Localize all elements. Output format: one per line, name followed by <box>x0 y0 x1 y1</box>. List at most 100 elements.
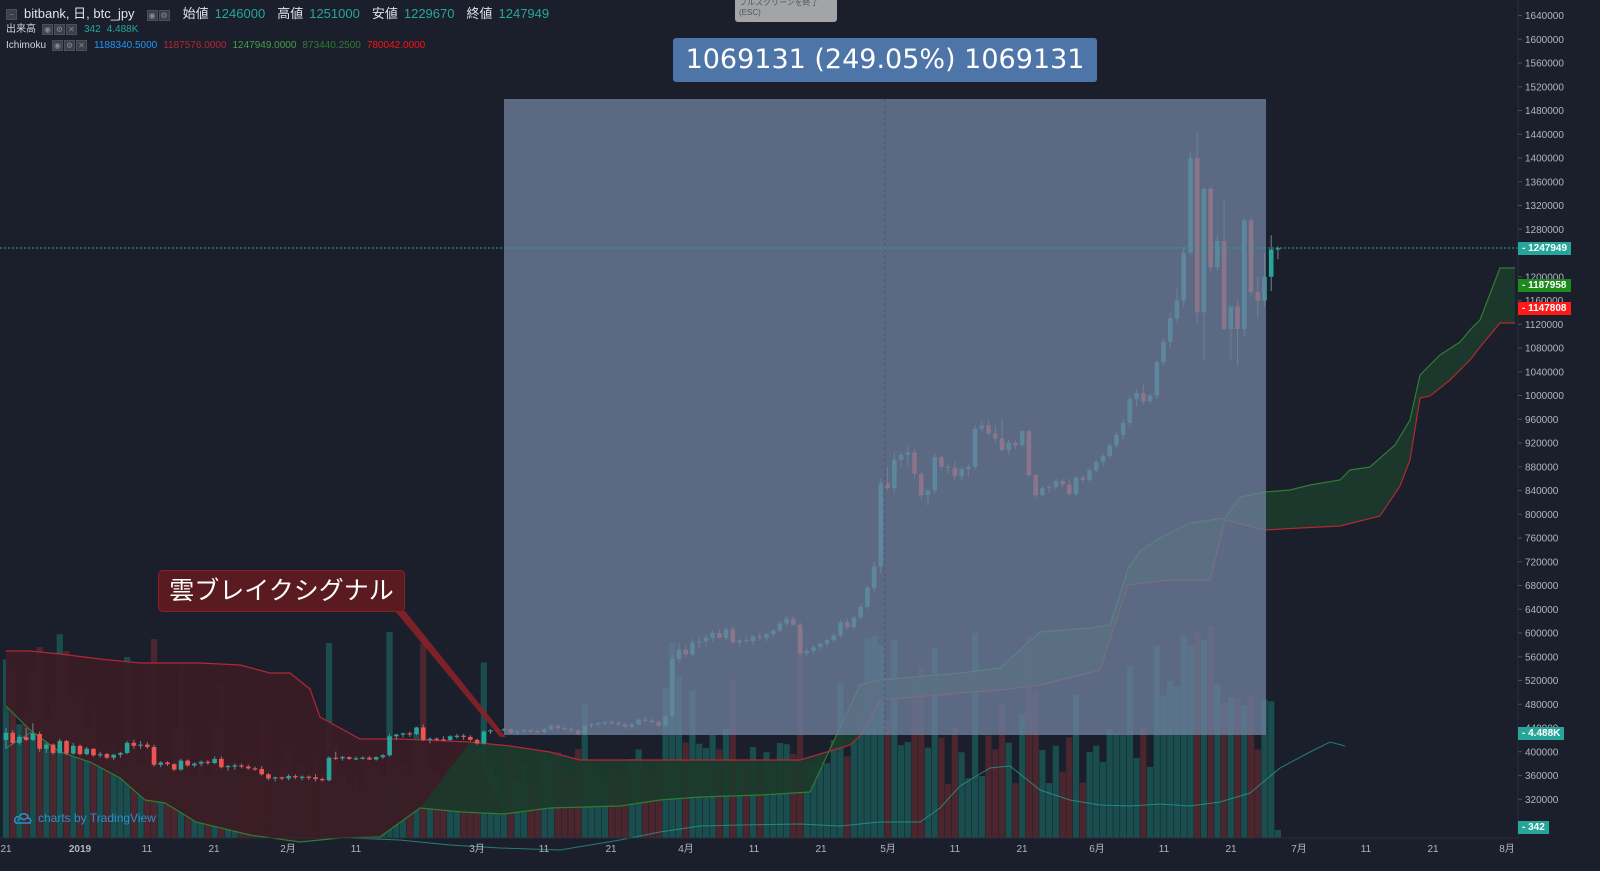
price-tick-label: 1040000 <box>1525 367 1564 378</box>
leading-span-b-value: 780042.0000 <box>366 40 426 51</box>
price-tick-label: 400000 <box>1525 747 1559 758</box>
time-tick-label: 11 <box>539 844 550 855</box>
tooltip-line2: (ESC) <box>739 8 761 17</box>
time-tick-label: 5月 <box>880 843 896 855</box>
gear-icon[interactable]: ⚙ <box>64 40 76 51</box>
chart-legend: − bitbank, 日, btc_jpy ◉ ⚙ 始値 1246000 高値 125… <box>6 6 549 54</box>
price-badge: - 1147808 <box>1518 301 1571 315</box>
price-tick-label: 640000 <box>1525 605 1559 616</box>
price-tick-label: 1480000 <box>1525 106 1564 117</box>
collapse-icon[interactable]: − <box>6 8 17 20</box>
open-label: 始値 <box>182 6 209 21</box>
ichimoku-label[interactable]: Ichimoku <box>6 40 47 51</box>
base-line-value: 1187576.0000 <box>163 40 227 51</box>
price-tick-label: 1280000 <box>1525 225 1564 236</box>
price-tick-label: 1120000 <box>1525 320 1564 331</box>
price-tick-label: 560000 <box>1525 652 1559 663</box>
close-icon[interactable]: ✕ <box>76 40 88 51</box>
price-badge: - 1187958 <box>1518 278 1571 292</box>
time-tick-label: 21 <box>605 844 617 855</box>
time-tick-label: 2019 <box>69 844 92 855</box>
tooltip-line1: フルスクリーンを終了 <box>739 0 819 7</box>
price-tick-label: 1560000 <box>1525 59 1564 70</box>
price-tick-label: 1000000 <box>1525 391 1564 402</box>
ichimoku-legend-row: Ichimoku ◉ ⚙ ✕ 1188340.5000 1187576.0000 1… <box>6 38 549 54</box>
close-label: 終値 <box>466 6 493 21</box>
time-tick-label: 11 <box>351 844 362 855</box>
gear-icon[interactable]: ⚙ <box>158 10 170 21</box>
price-tick-label: 360000 <box>1525 771 1559 782</box>
symbol-legend-row: − bitbank, 日, btc_jpy ◉ ⚙ 始値 1246000 高値 125… <box>6 6 549 22</box>
eye-icon[interactable]: ◉ <box>52 40 64 51</box>
time-tick-label: 3月 <box>469 843 485 855</box>
time-tick-label: 2月 <box>280 843 296 855</box>
time-tick-label: 11 <box>142 844 153 855</box>
time-tick-label: 21 <box>0 844 12 855</box>
price-badge: - 1247949 <box>1518 241 1572 255</box>
volume-legend-row: 出来高 ◉ ⚙ ✕ 342 4.488K <box>6 22 549 38</box>
time-tick-label: 11 <box>1159 844 1170 855</box>
time-tick-label: 6月 <box>1089 843 1105 855</box>
symbol-title[interactable]: bitbank, 日, btc_jpy <box>24 6 135 21</box>
price-tick-label: 1320000 <box>1525 201 1564 212</box>
price-tick-label: 1360000 <box>1525 177 1564 188</box>
price-tick-label: 680000 <box>1525 581 1559 592</box>
time-tick-label: 21 <box>208 844 220 855</box>
measure-result-badge: 1069131 (249.05%) 1069131 <box>673 38 1097 82</box>
price-tick-label: 1440000 <box>1525 130 1564 141</box>
volume-value: 342 <box>84 24 101 35</box>
price-tick-label: 840000 <box>1525 486 1559 497</box>
price-tick-label: 800000 <box>1525 510 1559 521</box>
tradingview-branding[interactable]: charts by TradingView <box>14 811 156 825</box>
volume-ma-value: 4.488K <box>106 24 139 35</box>
price-tick-label: 1080000 <box>1525 344 1564 355</box>
time-tick-label: 11 <box>749 844 760 855</box>
price-badge: - 4.488K <box>1518 726 1565 740</box>
tradingview-cloud-icon <box>14 813 32 824</box>
lagging-span-value: 1247949.0000 <box>232 40 297 51</box>
close-value: 1247949 <box>498 6 550 21</box>
callout-pointer <box>395 611 506 737</box>
price-tick-label: 1640000 <box>1525 11 1564 22</box>
price-tick-label: 720000 <box>1525 557 1559 568</box>
price-tick-label: 960000 <box>1525 415 1559 426</box>
time-axis[interactable]: 21 2019 11 21 2月 11 3月 11 21 4月 11 21 5月 11 21 6月 11 21 7月… <box>0 843 1514 855</box>
price-tick-label: 1400000 <box>1525 154 1564 165</box>
price-tick-label: 520000 <box>1525 676 1559 687</box>
time-tick-label: 8月 <box>1499 843 1515 855</box>
price-tick-label: 760000 <box>1525 534 1559 545</box>
branding-text: charts by TradingView <box>38 811 156 825</box>
price-tick-label: 920000 <box>1525 439 1559 450</box>
low-value: 1229670 <box>403 6 455 21</box>
high-label: 高値 <box>277 6 304 21</box>
time-tick-label: 21 <box>815 844 827 855</box>
low-label: 安値 <box>371 6 398 21</box>
price-axis[interactable]: 1640000 1600000 1560000 1520000 1480000 14400… <box>1518 11 1564 806</box>
cloud-break-signal-callout[interactable]: 雲ブレイクシグナル <box>158 570 405 612</box>
conversion-line-value: 1188340.5000 <box>94 40 158 51</box>
symbol-controls: ◉ ⚙ <box>146 6 171 22</box>
price-tick-label: 600000 <box>1525 629 1559 640</box>
price-tick-label: 1600000 <box>1525 35 1564 46</box>
time-tick-label: 21 <box>1225 844 1237 855</box>
price-tick-label: 320000 <box>1525 795 1559 806</box>
price-tick-label: 1200000 <box>1525 272 1564 283</box>
time-tick-label: 21 <box>1427 844 1439 855</box>
gear-icon[interactable]: ⚙ <box>54 24 65 35</box>
price-tick-label: 480000 <box>1525 700 1559 711</box>
eye-icon[interactable]: ◉ <box>42 24 53 35</box>
exit-fullscreen-tooltip: フルスクリーンを終了 (ESC) <box>735 0 837 22</box>
price-tick-label: 1520000 <box>1525 82 1564 93</box>
price-tick-label: 880000 <box>1525 462 1559 473</box>
eye-icon[interactable]: ◉ <box>146 10 158 21</box>
high-value: 1251000 <box>309 6 360 21</box>
volume-label[interactable]: 出来高 <box>6 24 36 35</box>
time-tick-label: 11 <box>950 844 961 855</box>
close-icon[interactable]: ✕ <box>66 24 77 35</box>
time-tick-label: 7月 <box>1291 843 1307 855</box>
ichimoku-controls: ◉ ⚙ ✕ <box>52 38 88 54</box>
time-tick-label: 21 <box>1016 844 1028 855</box>
leading-span-a-value: 873440.2500 <box>302 40 361 51</box>
time-tick-label: 4月 <box>678 843 694 855</box>
